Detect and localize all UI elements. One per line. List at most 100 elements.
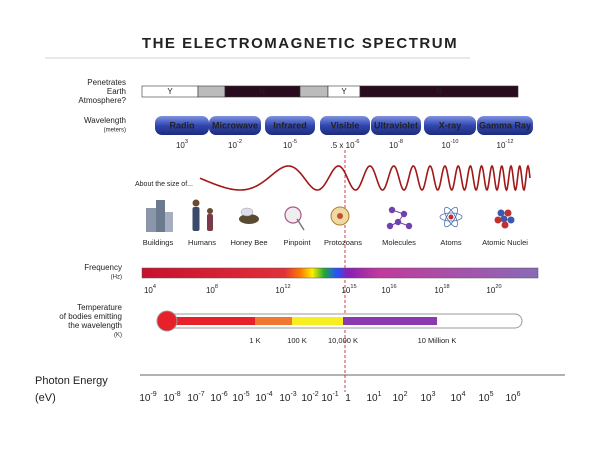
atmosphere-label: Atmosphere? <box>78 96 126 105</box>
energy-tick-exp: 5 <box>490 391 494 398</box>
energy-label: Photon Energy <box>35 375 108 387</box>
energy-tick: 104 <box>450 391 465 404</box>
band-button <box>371 116 421 135</box>
frequency-tick-base: 10 <box>341 286 350 295</box>
wavelength-value-exp: -8 <box>398 139 403 145</box>
band-label: Ultraviolet <box>374 120 418 130</box>
band-button <box>155 116 209 135</box>
band-label: Infrared <box>273 120 307 130</box>
icon-human <box>192 199 200 207</box>
frequency-tick-exp: 15 <box>350 284 356 290</box>
band-button <box>477 116 533 135</box>
band-label: Visible <box>331 120 360 130</box>
energy-tick-base: 10 <box>139 393 151 404</box>
thermometer-fill <box>170 317 255 325</box>
band-button <box>424 116 476 135</box>
atmosphere-label: Earth <box>107 87 126 96</box>
energy-tick: 10-9 <box>139 391 156 404</box>
frequency-tick: 108 <box>206 284 218 295</box>
wavelength-value-exp: -6 <box>355 139 360 145</box>
energy-tick: 10-2 <box>301 391 318 404</box>
atmosphere-value: N <box>436 87 442 96</box>
wavelength-value: .5 x 10-6 <box>331 139 360 150</box>
frequency-tick-exp: 20 <box>495 284 501 290</box>
energy-tick-exp: -5 <box>243 391 249 398</box>
thermometer-fill <box>292 317 343 325</box>
band-label: X-ray <box>439 120 462 130</box>
title: THE ELECTROMAGNETIC SPECTRUM <box>142 35 458 52</box>
energy-tick-exp: 2 <box>404 391 408 398</box>
size-item: Molecules <box>382 238 416 247</box>
frequency-tick: 1015 <box>341 284 356 295</box>
wavelength-value-base: 10 <box>497 141 506 150</box>
energy-tick-base: 10 <box>163 393 175 404</box>
energy-tick-exp: -3 <box>290 391 296 398</box>
icon-building <box>165 212 173 232</box>
energy-tick-exp: -9 <box>150 391 156 398</box>
icon-nucleus <box>507 216 515 224</box>
energy-tick-base: 10 <box>478 393 490 404</box>
temperature-tick: 10 Million K <box>418 336 457 345</box>
icon-human <box>192 207 200 231</box>
frequency-tick-exp: 18 <box>443 284 449 290</box>
energy-tick: 1 <box>345 393 351 404</box>
icon-nucleus <box>500 215 508 223</box>
energy-tick: 10-7 <box>187 391 204 404</box>
atmosphere-label: Penetrates <box>87 78 126 87</box>
wavelength-value-base: 10 <box>442 141 451 150</box>
temperature-label: of bodies emitting <box>59 312 122 321</box>
energy-tick: 10-4 <box>255 391 272 404</box>
wavelength-value: 10-8 <box>389 139 403 150</box>
icon-building <box>156 200 165 232</box>
wavelength-value-base: 10 <box>283 141 292 150</box>
energy-tick-base: 10 <box>366 393 378 404</box>
wavelength-value-base: 10 <box>176 141 185 150</box>
frequency-tick-exp: 16 <box>390 284 396 290</box>
energy-tick-exp: 3 <box>432 391 436 398</box>
icon-protozoan-nucleus <box>337 213 343 219</box>
energy-tick-exp: 4 <box>462 391 466 398</box>
frequency-tick-exp: 4 <box>153 284 156 290</box>
atmosphere-value: N <box>259 87 265 96</box>
icon-nucleus <box>504 209 512 217</box>
wavelength-value: 10-2 <box>228 139 242 150</box>
icon-human <box>207 208 213 214</box>
size-item: Pinpoint <box>283 238 311 247</box>
energy-tick-base: 10 <box>187 393 199 404</box>
icon-building <box>146 208 156 232</box>
energy-tick-exp: 6 <box>517 391 521 398</box>
temperature-label: Temperature <box>77 303 122 312</box>
frequency-tick-base: 10 <box>486 286 495 295</box>
atmosphere-segment <box>359 85 519 98</box>
energy-tick: 10-5 <box>232 391 249 404</box>
wavelength-value-exp: -2 <box>237 139 242 145</box>
frequency-tick-base: 10 <box>434 286 443 295</box>
size-item: Protozoans <box>324 238 362 247</box>
temperature-label: the wavelength <box>68 321 122 330</box>
frequency-tick-exp: 8 <box>215 284 218 290</box>
wavelength-value-base: 10 <box>228 141 237 150</box>
temperature-label: (K) <box>114 333 122 339</box>
energy-tick: 10-3 <box>279 391 296 404</box>
atmosphere-segment <box>299 85 329 98</box>
thermometer-fill <box>343 317 437 325</box>
size-label: About the size of... <box>135 181 193 188</box>
band-button <box>320 116 370 135</box>
size-item: Atomic Nuclei <box>482 238 528 247</box>
frequency-tick-exp: 12 <box>284 284 290 290</box>
atmosphere-value: Y <box>341 87 347 96</box>
wavelength-value-exp: -5 <box>292 139 297 145</box>
energy-tick-exp: -6 <box>221 391 227 398</box>
energy-tick-base: 10 <box>392 393 404 404</box>
energy-tick-exp: -2 <box>312 391 318 398</box>
energy-tick-base: 10 <box>420 393 432 404</box>
icon-atom-orbit <box>444 206 458 228</box>
size-item: Honey Bee <box>230 238 267 247</box>
icon-nucleus <box>497 209 505 217</box>
energy-tick-base: 10 <box>301 393 313 404</box>
band-label: Radio <box>169 120 195 130</box>
icon-nucleus <box>494 216 502 224</box>
thermometer-bulb <box>156 310 178 332</box>
energy-tick-exp: 1 <box>378 391 382 398</box>
energy-tick: 10-8 <box>163 391 180 404</box>
